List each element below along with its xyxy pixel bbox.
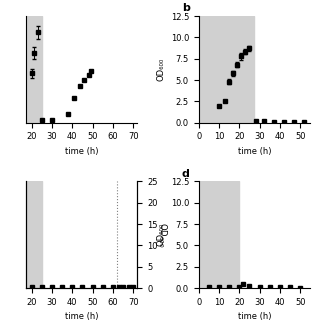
X-axis label: time (h): time (h)	[238, 147, 271, 156]
Bar	[199, 181, 239, 288]
Bar	[199, 16, 253, 123]
Y-axis label: OD₆₀₀: OD₆₀₀	[156, 223, 165, 246]
X-axis label: time (h): time (h)	[238, 312, 271, 320]
X-axis label: time (h): time (h)	[65, 312, 98, 320]
Text: b: b	[182, 3, 190, 13]
X-axis label: time (h): time (h)	[65, 147, 98, 156]
Bar	[26, 16, 42, 123]
Bar	[26, 181, 42, 288]
Y-axis label: OD$_{600}$: OD$_{600}$	[156, 222, 169, 248]
Y-axis label: OD₆₀₀: OD₆₀₀	[156, 58, 165, 81]
Text: d: d	[182, 169, 190, 179]
